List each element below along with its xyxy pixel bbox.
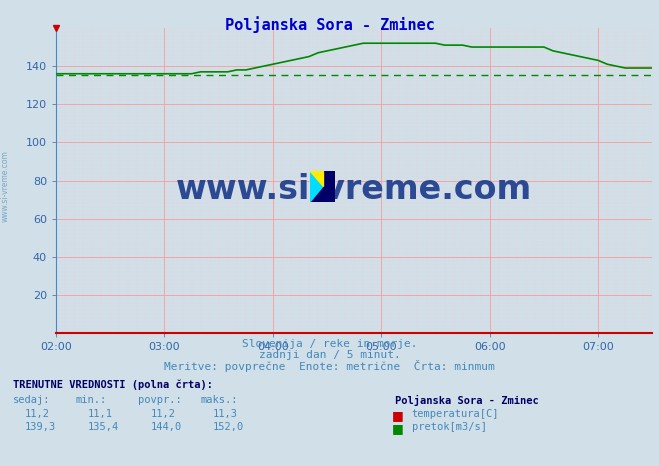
Text: Poljanska Sora - Zminec: Poljanska Sora - Zminec	[225, 16, 434, 33]
Text: min.:: min.:	[76, 395, 107, 404]
Text: Meritve: povprečne  Enote: metrične  Črta: minmum: Meritve: povprečne Enote: metrične Črta:…	[164, 360, 495, 372]
Text: temperatura[C]: temperatura[C]	[412, 409, 500, 418]
Text: www.si-vreme.com: www.si-vreme.com	[176, 173, 532, 206]
Text: 11,2: 11,2	[25, 409, 50, 418]
Text: 144,0: 144,0	[150, 422, 181, 432]
Text: sedaj:: sedaj:	[13, 395, 51, 404]
Bar	[323, 171, 335, 201]
Text: 11,3: 11,3	[213, 409, 238, 418]
Text: Slovenija / reke in morje.: Slovenija / reke in morje.	[242, 339, 417, 349]
Polygon shape	[310, 171, 323, 201]
Text: maks.:: maks.:	[201, 395, 239, 404]
Text: ■: ■	[392, 409, 404, 422]
Text: pretok[m3/s]: pretok[m3/s]	[412, 422, 487, 432]
Bar	[310, 171, 323, 186]
Text: TRENUTNE VREDNOSTI (polna črta):: TRENUTNE VREDNOSTI (polna črta):	[13, 380, 213, 391]
Polygon shape	[310, 171, 323, 186]
Bar	[310, 186, 323, 201]
Text: 11,2: 11,2	[150, 409, 175, 418]
Text: zadnji dan / 5 minut.: zadnji dan / 5 minut.	[258, 350, 401, 359]
Text: 11,1: 11,1	[88, 409, 113, 418]
Text: 139,3: 139,3	[25, 422, 56, 432]
Text: ■: ■	[392, 422, 404, 435]
Text: Poljanska Sora - Zminec: Poljanska Sora - Zminec	[395, 395, 539, 406]
Text: 152,0: 152,0	[213, 422, 244, 432]
Polygon shape	[310, 171, 323, 186]
Text: 135,4: 135,4	[88, 422, 119, 432]
Text: povpr.:: povpr.:	[138, 395, 182, 404]
Polygon shape	[310, 186, 323, 201]
Text: www.si-vreme.com: www.si-vreme.com	[1, 151, 10, 222]
